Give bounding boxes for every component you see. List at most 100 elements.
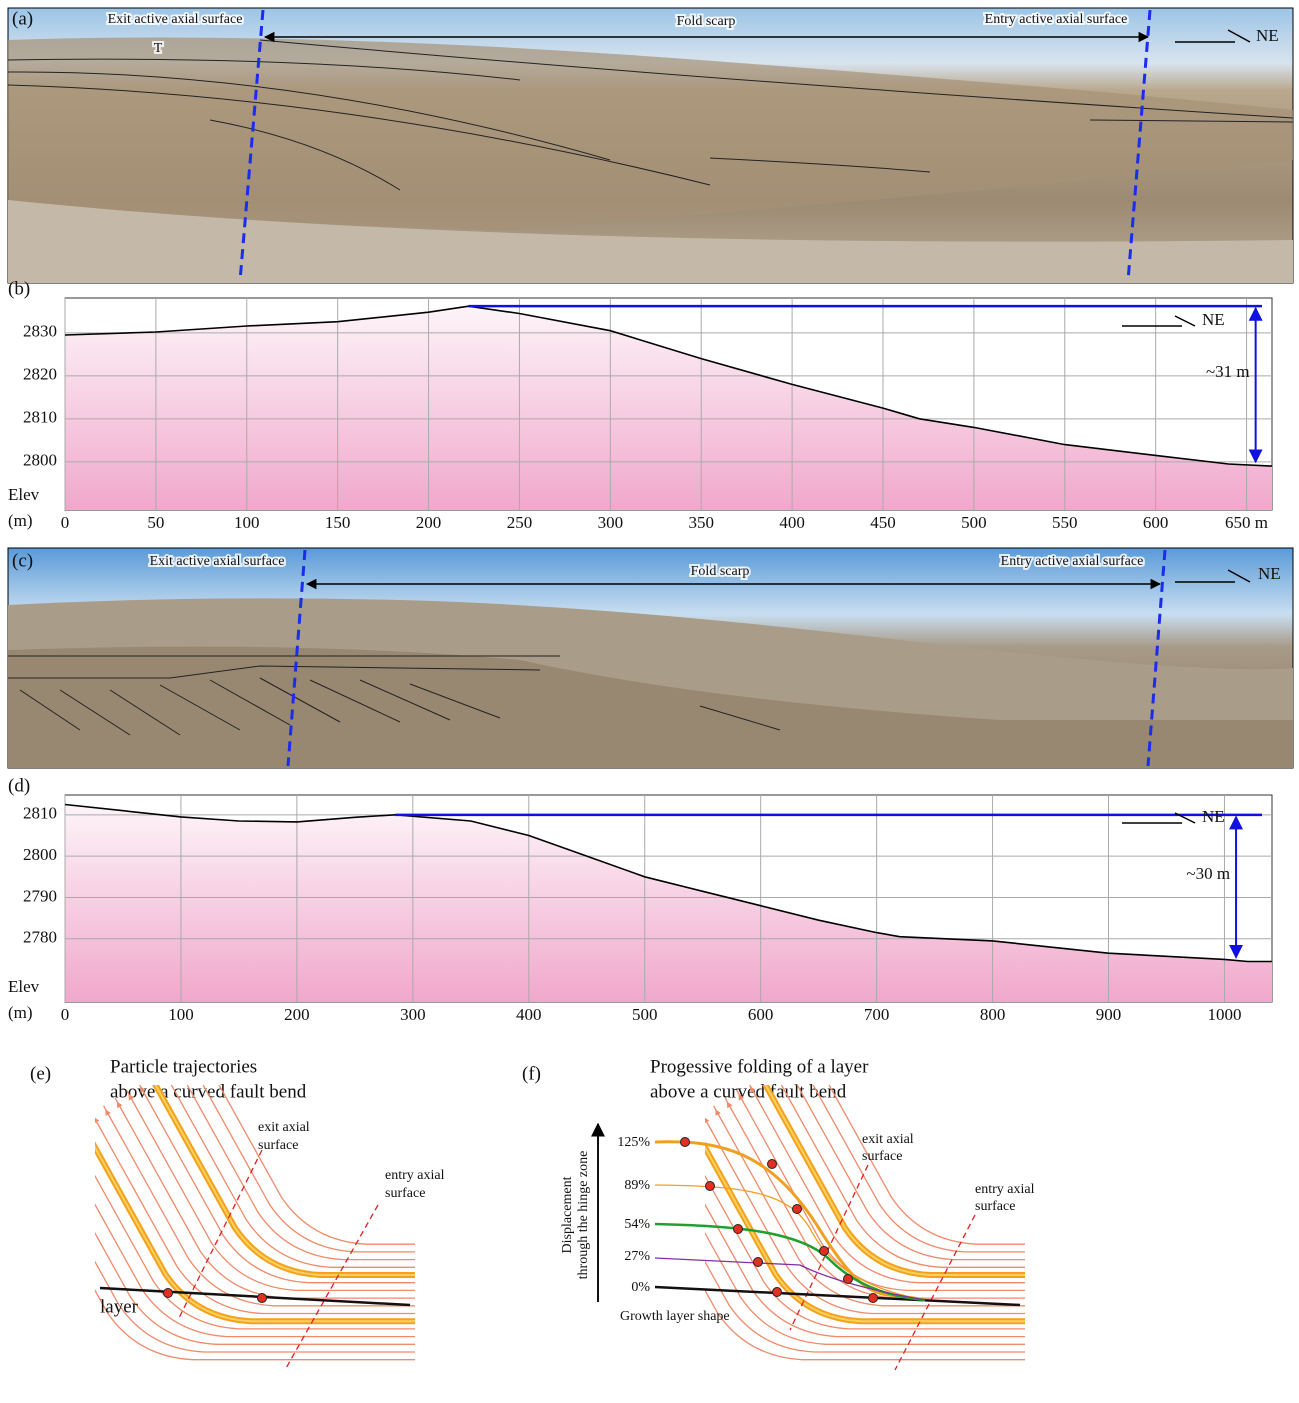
marker-layer-core — [705, 1145, 1025, 1323]
diagram-title: Progessive folding of a layer — [650, 1056, 869, 1077]
north-label: NE — [1256, 26, 1279, 45]
x-tick-label: 700 — [864, 1005, 890, 1024]
trajectories — [48, 1085, 415, 1361]
trajectory-arrow — [95, 1116, 103, 1132]
axial-surface — [177, 1149, 263, 1321]
trajectory-arrow — [105, 1109, 115, 1125]
particle — [772, 1287, 782, 1297]
layer-line — [654, 1285, 1021, 1307]
north-symbol — [1122, 812, 1196, 824]
x-tick-label: 100 — [168, 1005, 194, 1024]
x-tick-label: 600 — [1143, 513, 1169, 532]
trajectory — [705, 1231, 1025, 1345]
diagram-text: surface — [258, 1138, 298, 1153]
scarp-label: Fold scarp — [691, 564, 750, 579]
y-tick-label: 2780 — [23, 928, 57, 947]
y-tick-label: 2810 — [23, 408, 57, 427]
trajectory — [705, 1289, 1025, 1361]
relief-label: ~31 m — [1206, 362, 1250, 381]
trajectory — [170, 1085, 415, 1268]
x-tick-label: 400 — [779, 513, 805, 532]
x-tick-label: 150 — [325, 513, 351, 532]
particle — [753, 1257, 763, 1267]
x-tick-label: 50 — [147, 513, 164, 532]
profile-line — [64, 305, 1273, 467]
particle — [257, 1293, 267, 1303]
x-tick-label: 450 — [870, 513, 896, 532]
trajectory — [812, 1085, 1025, 1253]
trajectory — [186, 1085, 415, 1261]
growth-layer — [654, 1184, 926, 1301]
entry-label: Entry active axial surface — [1001, 554, 1144, 569]
particle — [163, 1288, 173, 1298]
trajectory — [103, 1105, 415, 1307]
profile-area — [65, 804, 1272, 1002]
trajectory-arrow — [715, 1109, 725, 1125]
trajectory — [95, 1289, 415, 1361]
panel-label: (e) — [30, 1063, 51, 1084]
y-tick-label: 2820 — [23, 365, 57, 384]
photo-c: (c) Exit active axial surface Fold scarp… — [7, 547, 1294, 769]
x-tick-label: 400 — [516, 1005, 542, 1024]
x-tick-label: 250 — [507, 513, 533, 532]
outcrop — [8, 646, 1293, 768]
diagram-text: surface — [975, 1199, 1015, 1214]
north-symbol — [1175, 29, 1251, 43]
relief-label: ~30 m — [1186, 864, 1230, 883]
trajectory — [748, 1085, 1025, 1284]
north-symbol — [1175, 569, 1251, 583]
bedding — [8, 655, 781, 736]
trajectory-arrow — [658, 1148, 666, 1162]
entry-axial-line — [1146, 549, 1167, 767]
profile-area — [65, 306, 1272, 510]
trajectory — [705, 1203, 1025, 1338]
axial-surface — [284, 1204, 379, 1371]
trajectory — [780, 1085, 1025, 1268]
diagram-text: 0% — [631, 1280, 650, 1295]
particle — [819, 1246, 829, 1256]
trajectory-arrow — [749, 1086, 759, 1101]
x-tick-label: 550 — [1052, 513, 1078, 532]
foreground — [8, 200, 1293, 283]
diagram-text: Growth layer shape — [620, 1309, 730, 1324]
scarp-label: Fold scarp — [677, 14, 736, 29]
trajectory-arrow — [139, 1086, 149, 1101]
diagram-text: exit axial — [258, 1120, 310, 1135]
exit-label: Exit active axial surface — [108, 12, 243, 27]
panel-label: (f) — [522, 1063, 541, 1084]
trajectory-arrow — [116, 1101, 126, 1117]
y-tick-label: 2800 — [23, 451, 57, 470]
photo-a: (a) Exit active axial surface Fold scarp… — [7, 7, 1294, 284]
x-tick-label: 200 — [284, 1005, 310, 1024]
trajectory-arrow — [82, 1125, 90, 1139]
trajectory — [705, 1260, 1025, 1353]
x-tick-label: 100 — [234, 513, 260, 532]
x-tick-label: 650 m — [1225, 513, 1268, 532]
diagram-text: surface — [385, 1186, 425, 1201]
trajectory — [126, 1090, 415, 1292]
panel-label: (c) — [12, 550, 33, 571]
trajectory — [95, 1203, 415, 1338]
trajectory — [713, 1105, 1025, 1307]
entry-axial-line — [1126, 9, 1152, 282]
exit-label: Exit active axial surface — [150, 554, 285, 569]
exit-axial-line — [238, 9, 265, 282]
trajectory-arrow — [705, 1116, 713, 1132]
x-tick-label: 900 — [1096, 1005, 1122, 1024]
bedding — [7, 39, 1294, 191]
particle — [680, 1137, 690, 1147]
x-tick-label: 350 — [688, 513, 714, 532]
particle — [792, 1204, 802, 1214]
profile-line — [64, 803, 1272, 963]
growth-layer — [654, 1222, 926, 1302]
panel-label: (d) — [8, 775, 30, 796]
marker-layer-core — [764, 1085, 1025, 1276]
axial-surface — [789, 1164, 869, 1331]
trajectory — [95, 1260, 415, 1353]
marker-layer-core — [154, 1085, 415, 1276]
trajectory-arrow — [128, 1093, 138, 1109]
y-axis-label: Elev — [8, 977, 40, 996]
diagram-text: Displacement — [560, 1176, 575, 1253]
trajectory-arrow — [48, 1148, 56, 1162]
